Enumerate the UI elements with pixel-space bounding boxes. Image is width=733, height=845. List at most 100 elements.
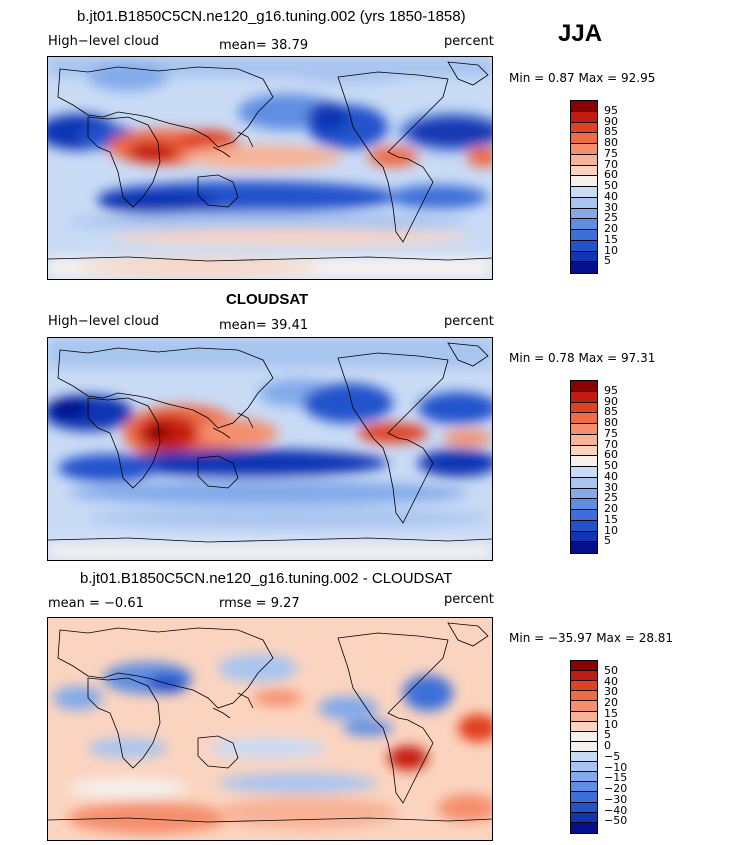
colorbar-tick-label: 40	[604, 189, 618, 203]
colorbar-tick-label: 15	[604, 706, 618, 720]
colorbar-tick-label: 10	[604, 523, 618, 537]
panel-2-colorbar	[570, 380, 598, 554]
colorbar-tick-label: 50	[604, 663, 618, 677]
colorbar-swatch	[571, 251, 597, 263]
colorbar-swatch	[571, 165, 597, 177]
colorbar-tick-label: 10	[604, 717, 618, 731]
colorbar-tick-label: −20	[604, 782, 628, 795]
colorbar-swatch	[571, 782, 597, 793]
colorbar-tick-label: 30	[604, 200, 618, 214]
colorbar-tick-label: 70	[604, 437, 618, 451]
colorbar-swatch	[571, 520, 597, 532]
colorbar-tick-label: 60	[604, 448, 618, 462]
colorbar-tick-label: 10	[604, 243, 618, 257]
panel-3-minmax: Min = −35.97 Max = 28.81	[509, 631, 674, 645]
colorbar-swatch	[571, 445, 597, 457]
colorbar-tick-label: −40	[604, 803, 628, 817]
colorbar-swatch	[571, 510, 597, 521]
panel-3-colorbar	[570, 660, 598, 834]
colorbar-swatch	[571, 122, 597, 134]
colorbar-tick-label: 60	[604, 168, 618, 182]
panel-2-title: CLOUDSAT	[226, 291, 309, 308]
colorbar-swatch	[571, 812, 597, 823]
colorbar-tick-label: 15	[604, 512, 618, 526]
panel-2-variable-label: High−level cloud	[48, 314, 160, 329]
panel-1-colorbar	[570, 100, 598, 274]
panel-2-minmax: Min = 0.78 Max = 97.31	[509, 351, 656, 365]
colorbar-swatch	[571, 467, 597, 478]
colorbar-tick-label: 80	[604, 416, 618, 429]
colorbar-swatch	[571, 772, 597, 783]
colorbar-swatch	[571, 802, 597, 813]
colorbar-tick-label: 95	[604, 383, 618, 397]
panel-3-mean-label: mean = −0.61	[48, 596, 144, 611]
panel-1-map-svg	[48, 57, 492, 279]
colorbar-swatch	[571, 691, 597, 702]
colorbar-swatch	[571, 741, 597, 752]
colorbar-tick-label: 25	[604, 491, 618, 505]
colorbar-swatch	[571, 488, 597, 500]
colorbar-swatch	[571, 711, 597, 722]
colorbar-tick-label: 95	[604, 103, 618, 117]
colorbar-tick-label: −5	[604, 749, 621, 763]
panel-2-units-label: percent	[444, 314, 494, 329]
colorbar-swatch	[571, 262, 597, 273]
colorbar-swatch	[571, 381, 597, 392]
colorbar-tick-label: 40	[604, 469, 618, 483]
panel-2-mean-label: mean= 39.41	[219, 318, 309, 333]
season-label: JJA	[558, 20, 603, 47]
colorbar-swatch	[571, 731, 597, 742]
colorbar-tick-label: −10	[604, 760, 628, 774]
panel-2-map-svg	[48, 338, 492, 560]
colorbar-tick-label: 70	[604, 157, 618, 171]
colorbar-tick-label: 25	[604, 211, 618, 225]
colorbar-tick-label: 5	[604, 254, 611, 268]
colorbar-swatch	[571, 762, 597, 773]
colorbar-swatch	[571, 701, 597, 712]
colorbar-tick-label: 5	[604, 728, 611, 742]
colorbar-swatch	[571, 176, 597, 187]
colorbar-tick-label: 20	[604, 502, 618, 515]
colorbar-swatch	[571, 111, 597, 123]
panel-3-coastlines	[48, 622, 492, 823]
colorbar-tick-label: 20	[604, 696, 618, 709]
panel-1-minmax: Min = 0.87 Max = 92.95	[509, 71, 656, 85]
colorbar-tick-label: 75	[604, 146, 618, 160]
colorbar-swatch	[571, 661, 597, 672]
panel-1-units-label: percent	[444, 34, 494, 49]
colorbar-swatch	[571, 391, 597, 403]
colorbar-tick-label: 80	[604, 136, 618, 149]
panel-2-map	[47, 337, 493, 561]
colorbar-swatch	[571, 477, 597, 489]
colorbar-swatch	[571, 822, 597, 833]
colorbar-swatch	[571, 219, 597, 230]
colorbar-swatch	[571, 424, 597, 435]
colorbar-swatch	[571, 681, 597, 692]
panel-3-rmse-label: rmse = 9.27	[219, 596, 300, 611]
colorbar-tick-label: −15	[604, 771, 628, 785]
colorbar-tick-label: 85	[604, 125, 618, 139]
panel-2-coastlines	[48, 342, 492, 543]
panel-1-variable-label: High−level cloud	[48, 34, 160, 49]
colorbar-tick-label: 50	[604, 459, 618, 472]
colorbar-tick-label: 40	[604, 674, 618, 688]
colorbar-tick-label: 30	[604, 480, 618, 494]
colorbar-swatch	[571, 402, 597, 414]
panel-1-title: b.jt01.B1850C5CN.ne120_g16.tuning.002 (y…	[77, 8, 466, 25]
colorbar-tick-label: 90	[604, 114, 618, 128]
colorbar-swatch	[571, 751, 597, 763]
colorbar-swatch	[571, 542, 597, 553]
colorbar-swatch	[571, 434, 597, 446]
panel-1-map	[47, 56, 493, 280]
panel-3-title: b.jt01.B1850C5CN.ne120_g16.tuning.002 - …	[80, 570, 453, 587]
colorbar-swatch	[571, 144, 597, 155]
colorbar-tick-label: 5	[604, 534, 611, 548]
colorbar-swatch	[571, 721, 597, 732]
panel-1-mean-label: mean= 38.79	[219, 38, 309, 53]
colorbar-tick-label: 90	[604, 394, 618, 408]
colorbar-tick-label: 15	[604, 232, 618, 246]
colorbar-tick-label: −50	[604, 814, 628, 828]
panel-3-units-label: percent	[444, 592, 494, 607]
panel-1-coastlines	[48, 61, 492, 262]
colorbar-swatch	[571, 671, 597, 682]
